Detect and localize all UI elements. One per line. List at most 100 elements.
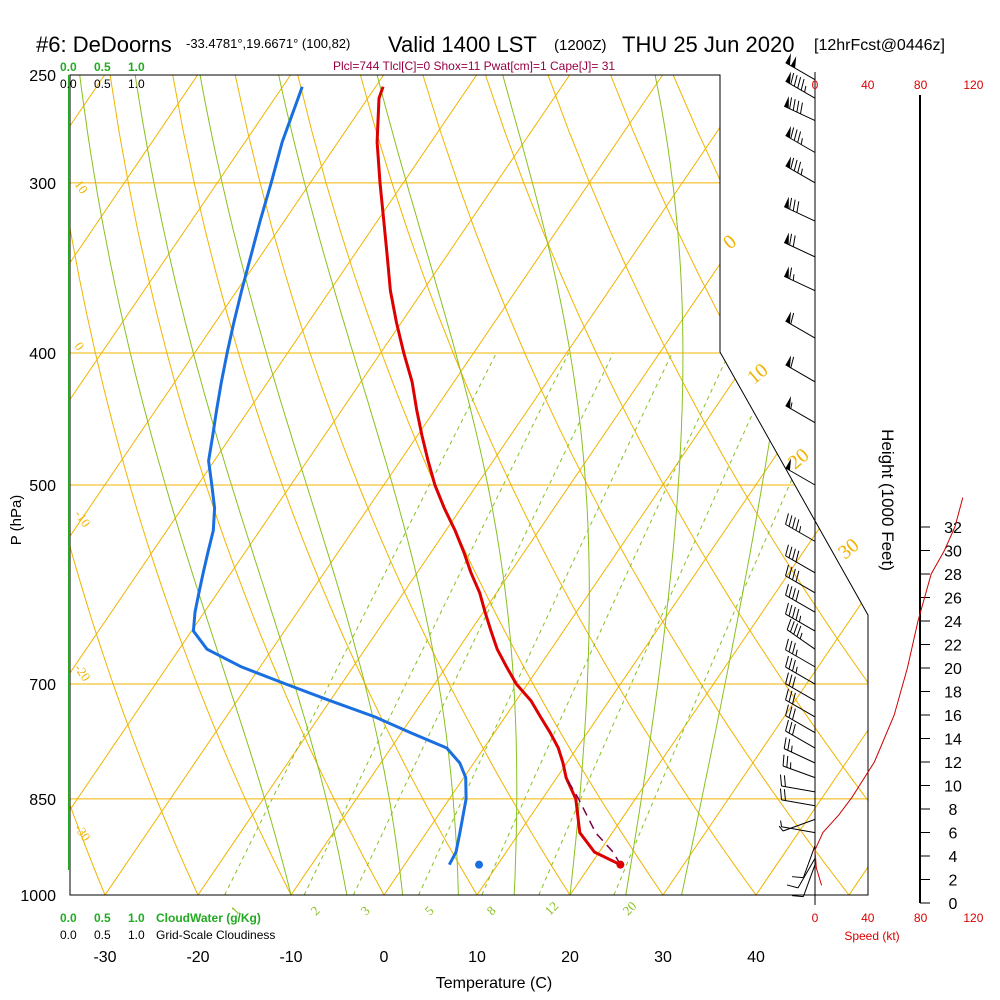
- wind-barb-half: [780, 820, 783, 827]
- pressure-tick-label: 700: [29, 677, 56, 694]
- mixing-ratio-line: [303, 352, 570, 895]
- wind-barb-full: [785, 655, 789, 668]
- wind-barb: [779, 788, 816, 807]
- height-tick-label: 20: [944, 661, 962, 678]
- wind-barb: [780, 820, 816, 834]
- wind-barb-full: [790, 312, 795, 325]
- wind-barb-full: [790, 73, 795, 85]
- isotherm-line: [662, 75, 868, 895]
- wind-barb-staff: [783, 242, 816, 258]
- height-tick-label: 28: [944, 567, 962, 584]
- dry-adiabat-line: [70, 75, 199, 895]
- wind-barb-full: [786, 618, 792, 630]
- wind-barb-half: [790, 745, 793, 753]
- isotherm-label: 10: [72, 177, 92, 196]
- temperature-tick-label: 10: [468, 949, 486, 966]
- wind-barb-full: [783, 789, 786, 801]
- wind-barb-full: [785, 584, 789, 596]
- wind-barb-full: [791, 876, 804, 879]
- wind-barb-half: [798, 526, 802, 533]
- forecast-info: [12hrFcst@0446z]: [814, 37, 945, 54]
- wind-barb-full: [791, 588, 796, 600]
- wind-barb-full: [791, 708, 796, 720]
- wind-barb-half: [800, 168, 803, 175]
- wind-barb: [785, 704, 816, 734]
- pressure-tick-label: 850: [29, 792, 56, 809]
- height-tick-label: 0: [949, 896, 958, 913]
- wind-barb-flag: [785, 71, 792, 84]
- wind-barb: [791, 864, 816, 898]
- wind-barb-full: [785, 719, 789, 732]
- wind-barb-flag: [784, 96, 789, 109]
- dry-adiabat-label: 10: [743, 359, 772, 389]
- utc-time: (1200Z): [554, 37, 607, 54]
- cloud-water-tick-1: 0.5: [94, 60, 111, 74]
- wind-barb-full: [788, 566, 793, 578]
- wind-barb-full: [790, 356, 795, 368]
- wind-barb-full: [793, 159, 798, 171]
- x-axis-title: Temperature (C): [436, 975, 552, 992]
- wind-barb-half: [778, 825, 784, 832]
- dry-adiabat-line: [923, 75, 1000, 895]
- wind-barb-staff: [785, 364, 816, 383]
- wind-barb-full: [797, 77, 802, 89]
- isotherm-label: -10: [72, 507, 94, 530]
- mixing-ratio-line: [613, 352, 849, 895]
- wind-barb: [785, 584, 816, 613]
- wind-barb-staff: [785, 523, 816, 542]
- temperature-tick-label: 20: [561, 949, 579, 966]
- plot-frame: [68, 72, 869, 905]
- cloudiness-tick-2: 1.0: [128, 77, 145, 91]
- wind-barb-full: [785, 688, 789, 701]
- wind-barb: [785, 602, 816, 632]
- wind-barb-staff: [781, 785, 816, 793]
- wind-barb-full: [797, 131, 802, 143]
- cloudiness-bottom-tick-1: 0.5: [94, 928, 111, 942]
- temperature-tick-label: -20: [186, 949, 209, 966]
- height-axis-title: Height (1000 Feet): [878, 429, 897, 571]
- dry-adiabat-label: 30: [834, 534, 863, 564]
- cloud-water-bottom-tick-2: 1.0: [128, 911, 145, 925]
- wind-barb-flag: [785, 311, 792, 324]
- height-tick-label: 8: [949, 802, 958, 819]
- wind-barb-full: [788, 690, 793, 703]
- cloudiness-tick-1: 0.5: [94, 77, 111, 91]
- wind-barb-full: [791, 517, 796, 529]
- speed-top-tick-label: 80: [914, 78, 928, 92]
- wind-barb-half: [790, 402, 793, 409]
- isotherm-label: -30: [72, 821, 94, 844]
- mixing-ratio-label: 20: [620, 898, 640, 918]
- station-title: #6: DeDoorns: [36, 32, 172, 57]
- dry-adiabat-line: [70, 75, 292, 895]
- mixing-ratio-label: 5: [422, 903, 437, 918]
- temperature-line: [375, 86, 622, 867]
- wind-barb-staff: [785, 730, 816, 749]
- plot-border: [69, 74, 869, 896]
- mixing-ratio-line: [538, 352, 781, 895]
- dry-adiabat-line: [297, 75, 664, 895]
- wind-barb-full: [789, 97, 793, 109]
- wind-barb-full: [800, 79, 805, 91]
- wind-barb-full: [789, 267, 793, 279]
- wind-barb-staff: [781, 826, 816, 834]
- dry-adiabat-line: [485, 75, 868, 895]
- moist-adiabat-line: [79, 75, 292, 895]
- temperature-tick-label: 0: [380, 949, 389, 966]
- wind-barb-staff: [785, 135, 816, 153]
- wind-barb-full: [788, 546, 793, 558]
- wind-barb-full: [795, 519, 800, 531]
- moist-adiabat-line: [134, 75, 348, 895]
- height-tick-label: 2: [949, 873, 958, 890]
- wind-barb-staff: [785, 699, 816, 718]
- wind-barb-full: [779, 774, 783, 787]
- wind-barb-flag: [784, 196, 789, 209]
- height-tick-label: 14: [944, 732, 962, 749]
- isotherm-line: [0, 75, 12, 895]
- wind-barb-flag: [785, 355, 792, 368]
- wind-barb-full: [791, 659, 796, 672]
- height-speed-curve: [814, 497, 964, 886]
- pressure-tick-label: 400: [29, 346, 56, 363]
- wind-barb-full: [791, 548, 796, 560]
